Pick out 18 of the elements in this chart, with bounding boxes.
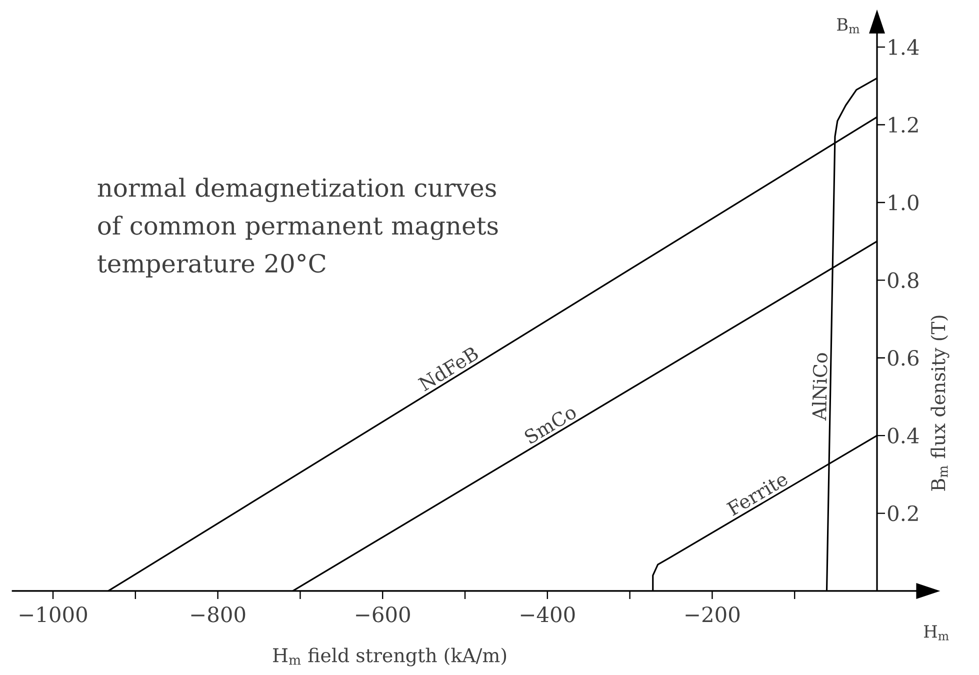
y-tick-label: 1.4	[889, 39, 919, 55]
y-tick-label: 0.6	[888, 350, 918, 366]
text: H$_{m}$	[924, 625, 949, 640]
x-tick-label: −600	[356, 606, 410, 622]
annotation: B$_{m}$	[837, 18, 860, 34]
y-tick-label: 1.0	[889, 194, 918, 210]
x-tick-label: −400	[520, 606, 575, 622]
y-axis-title: B$_{m}$ flux density (T)	[930, 316, 950, 491]
x-tick-label: −800	[191, 606, 246, 622]
text: AlNiCo	[812, 353, 828, 421]
x-tick-label: −200	[686, 606, 740, 622]
x-tick-label: −1000	[20, 606, 87, 622]
y-tick-label: 0.8	[888, 272, 918, 288]
text: temperature 20°C	[98, 254, 326, 278]
y-tick-label: 0.2	[888, 505, 918, 522]
y-tick-label: 1.2	[889, 116, 918, 133]
y-tick-label: 0.4	[888, 428, 919, 444]
x-axis-title: H$_{m}$ field strength (kA/m)	[273, 648, 506, 666]
